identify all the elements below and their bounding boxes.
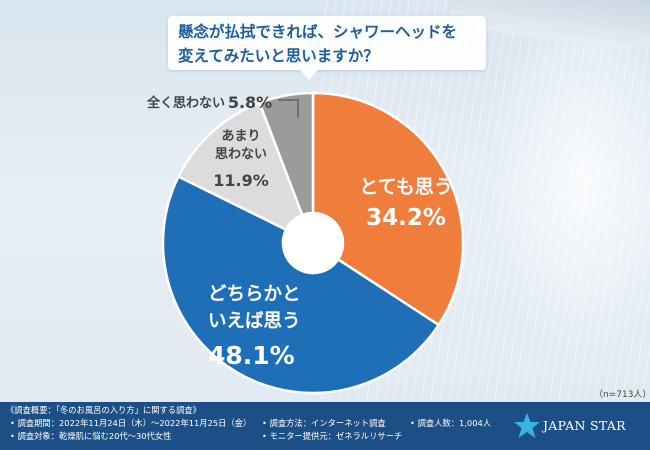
question-box-tail (300, 70, 318, 80)
survey-count: • 調査人数：1,004人 (410, 418, 492, 428)
survey-provider: • モニター提供元：ゼネラルリサーチ (262, 431, 403, 441)
slice-label-3-line-2: 思わない (215, 147, 267, 162)
donut-hole (283, 213, 343, 273)
slice-label-2-line-1: どちらかと (208, 284, 301, 305)
survey-period: • 調査期間：2022年11月24日（木）～2022年11月25日（金） (10, 418, 252, 428)
slice-value-4: 5.8% (228, 93, 272, 112)
sample-size-note: （n=713人） (594, 390, 650, 400)
donut-chart: とても思う 34.2% どちらかと いえば思う 48.1% あまり 思わない 1… (146, 91, 465, 395)
leader-line-slice-4 (278, 99, 299, 118)
survey-target: • 調査対象：乾燥肌に悩む20代～30代女性 (10, 431, 172, 441)
slice-label-4: 全く思わない (146, 95, 225, 111)
slice-value-3: 11.9% (213, 171, 269, 190)
slice-label-3-line-1: あまり (221, 129, 260, 144)
slice-label-1: とても思う (359, 176, 452, 198)
question-line-2: 変えてみたいと思いますか？ (178, 47, 379, 65)
survey-summary: 《調査概要：「冬のお風呂の入り方」に関する調査》 (6, 405, 201, 415)
star-icon (514, 413, 540, 438)
slice-value-2: 48.1% (208, 341, 295, 370)
brand-name: JAPAN STAR (543, 418, 626, 433)
survey-method: • 調査方法：インターネット調査 (262, 418, 386, 428)
question-line-1: 懸念が払拭できれば、シャワーヘッドを (178, 23, 458, 41)
slice-label-2-line-2: いえば思う (208, 311, 301, 332)
survey-footer (0, 402, 650, 450)
japan-star-logo (514, 413, 540, 438)
slice-value-1: 34.2% (366, 205, 446, 231)
question-box: 懸念が払拭できれば、シャワーヘッドを 変えてみたいと思いますか？ (168, 16, 486, 70)
